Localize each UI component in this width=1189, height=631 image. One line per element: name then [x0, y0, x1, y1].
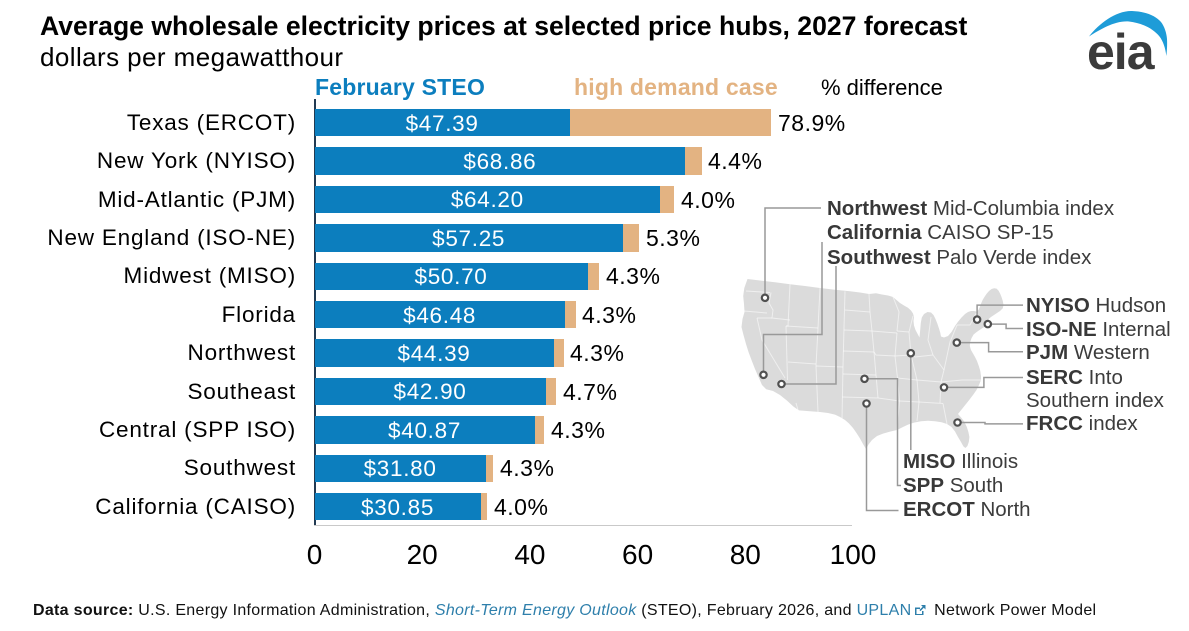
svg-text:eia: eia	[1087, 24, 1156, 75]
